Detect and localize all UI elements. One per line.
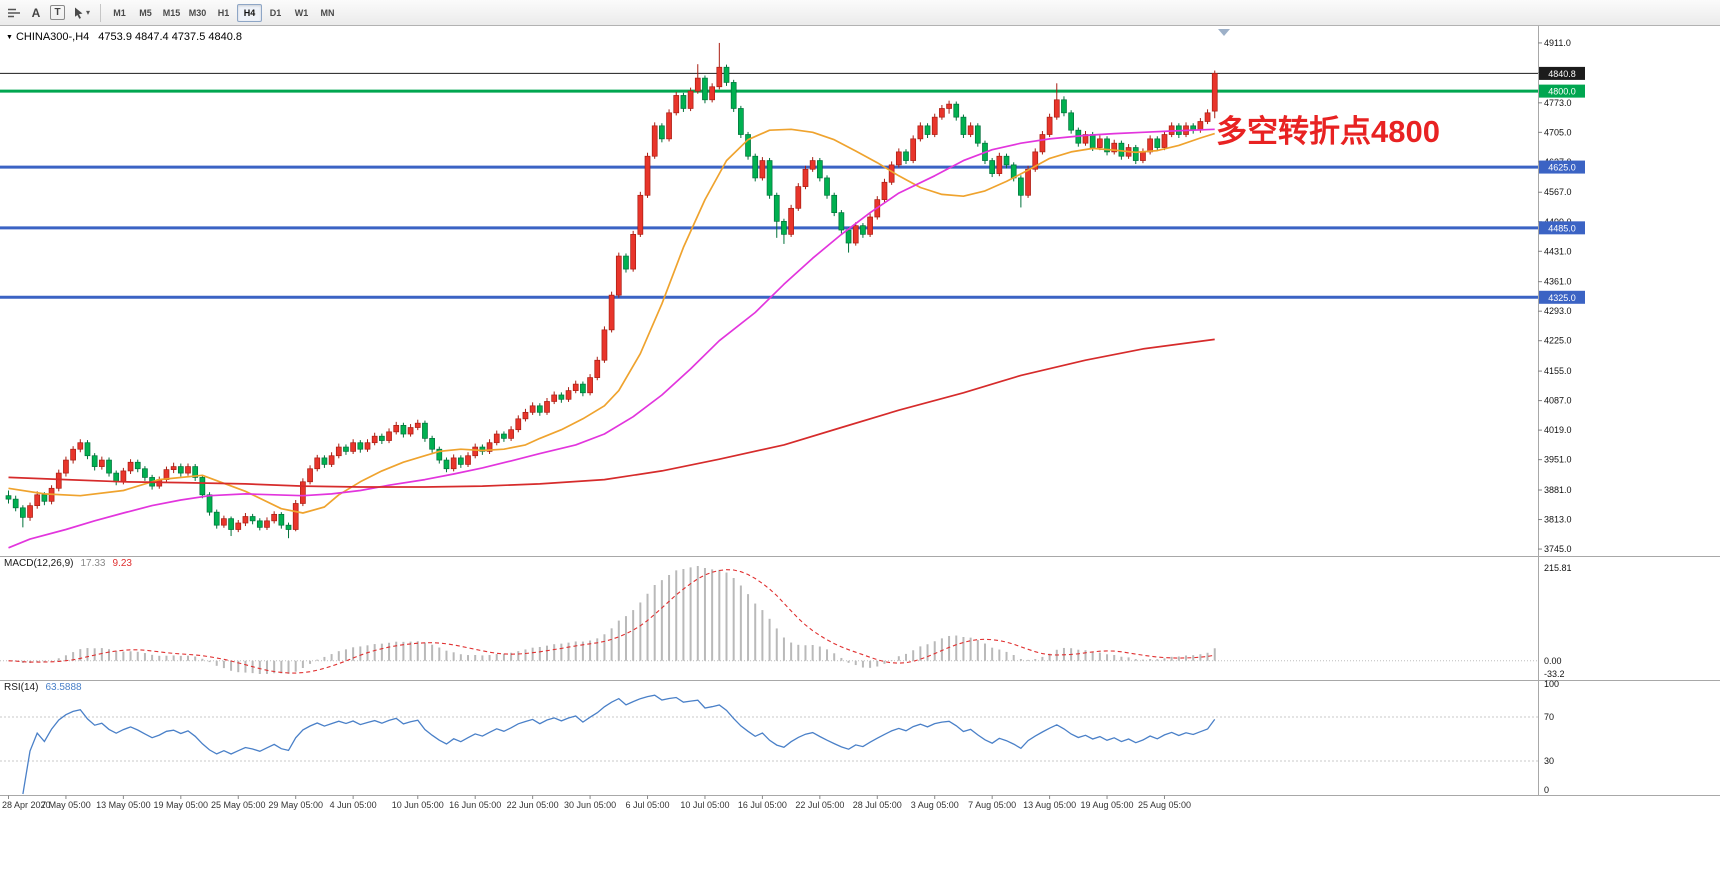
time-label: 10 Jun 05:00 bbox=[392, 800, 444, 810]
time-label: 10 Jul 05:00 bbox=[680, 800, 729, 810]
time-label: 25 May 05:00 bbox=[211, 800, 266, 810]
price-tick-label: 4361.0 bbox=[1544, 277, 1572, 287]
price-tag-4625: 4625.0 bbox=[1539, 160, 1585, 174]
macd-name: MACD(12,26,9) bbox=[4, 558, 74, 569]
svg-text:4800.0: 4800.0 bbox=[1548, 87, 1576, 97]
timeframe-buttons: M1 M5 M15 M30 H1 H4 D1 W1 MN bbox=[107, 3, 340, 22]
rsi-axis-label: 30 bbox=[1544, 756, 1554, 766]
macd-axis-label: 215.81 bbox=[1544, 563, 1572, 573]
time-label: 6 Jul 05:00 bbox=[625, 800, 669, 810]
macd-axis-label: -33.2 bbox=[1544, 669, 1565, 679]
market-watch-icon[interactable] bbox=[3, 3, 25, 23]
rsi-name: RSI(14) bbox=[4, 682, 39, 693]
chart-shift-marker bbox=[1218, 29, 1230, 36]
macd-value-main: 17.33 bbox=[80, 558, 106, 569]
time-label: 19 Aug 05:00 bbox=[1081, 800, 1134, 810]
tf-button-h1[interactable]: H1 bbox=[217, 7, 230, 18]
rsi-value: 63.5888 bbox=[45, 682, 82, 693]
symbol-ohlc: 4753.9 4847.4 4737.5 4840.8 bbox=[98, 31, 243, 43]
text-label-tool[interactable]: A bbox=[31, 5, 41, 20]
rsi-axis-label: 70 bbox=[1544, 712, 1554, 722]
time-label: 13 Aug 05:00 bbox=[1023, 800, 1076, 810]
time-label: 22 Jul 05:00 bbox=[795, 800, 844, 810]
price-tag-4325: 4325.0 bbox=[1539, 290, 1585, 304]
symbol-dropdown-icon[interactable]: ▼ bbox=[6, 34, 13, 41]
price-tick-label: 3745.0 bbox=[1544, 544, 1572, 554]
price-tick-label: 4225.0 bbox=[1544, 336, 1572, 346]
price-tag-4800: 4800.0 bbox=[1539, 84, 1585, 98]
tf-button-m30[interactable]: M30 bbox=[188, 7, 207, 18]
toolbar: A T ▾ M1 M5 M15 M30 H1 H4 D1 W1 MN bbox=[0, 0, 1720, 26]
rsi-axis-label: 0 bbox=[1544, 785, 1549, 795]
macd-axis-label: 0.00 bbox=[1544, 656, 1562, 666]
panel-borders bbox=[0, 26, 1720, 796]
time-label: 28 Jul 05:00 bbox=[853, 800, 902, 810]
price-tag-4485: 4485.0 bbox=[1539, 221, 1585, 235]
svg-text:4625.0: 4625.0 bbox=[1548, 163, 1576, 173]
price-tick-label: 4773.0 bbox=[1544, 98, 1572, 108]
price-tick-label: 4705.0 bbox=[1544, 127, 1572, 137]
time-label: 4 Jun 05:00 bbox=[330, 800, 377, 810]
time-label: 16 Jul 05:00 bbox=[738, 800, 787, 810]
price-tick-label: 4293.0 bbox=[1544, 306, 1572, 316]
time-label: 29 May 05:00 bbox=[268, 800, 323, 810]
price-tick-label: 3951.0 bbox=[1544, 455, 1572, 465]
symbol-info: ▼ CHINA300-,H4 4753.9 4847.4 4737.5 4840.8 bbox=[6, 31, 242, 43]
rsi-label: RSI(14) 63.5888 bbox=[4, 682, 89, 693]
price-tick-label: 4911.0 bbox=[1544, 38, 1571, 48]
time-label: 25 Aug 05:00 bbox=[1138, 800, 1191, 810]
time-label: 22 Jun 05:00 bbox=[507, 800, 559, 810]
macd-value-signal: 9.23 bbox=[112, 558, 132, 569]
time-label: 7 Aug 05:00 bbox=[968, 800, 1016, 810]
macd-panel: 215.81 0.00 -33.2 bbox=[0, 563, 1572, 679]
toolbar-separator bbox=[100, 3, 102, 22]
price-tick-label: 4431.0 bbox=[1544, 246, 1572, 256]
symbol-title: CHINA300-,H4 bbox=[15, 31, 90, 43]
tf-button-d1[interactable]: D1 bbox=[269, 7, 282, 18]
time-label: 19 May 05:00 bbox=[154, 800, 209, 810]
macd-label: MACD(12,26,9) 17.33 9.23 bbox=[4, 558, 139, 569]
tf-button-m5[interactable]: M5 bbox=[139, 7, 152, 18]
price-tick-label: 3813.0 bbox=[1544, 515, 1572, 525]
price-tick-label: 4087.0 bbox=[1544, 396, 1572, 406]
time-label: 16 Jun 05:00 bbox=[449, 800, 501, 810]
text-box-tool[interactable]: T bbox=[50, 5, 65, 20]
svg-text:4325.0: 4325.0 bbox=[1548, 293, 1576, 303]
time-label: 30 Jun 05:00 bbox=[564, 800, 616, 810]
moving-averages-layer bbox=[8, 128, 1215, 549]
rsi-axis-label: 100 bbox=[1544, 679, 1559, 689]
time-label: 3 Aug 05:00 bbox=[911, 800, 959, 810]
time-label: 13 May 05:00 bbox=[96, 800, 151, 810]
tf-button-m1[interactable]: M1 bbox=[113, 7, 126, 18]
rsi-line bbox=[22, 694, 1216, 795]
price-tick-label: 4155.0 bbox=[1544, 366, 1572, 376]
price-axis: 4911.04843.04773.04705.04637.04567.04499… bbox=[1538, 38, 1585, 554]
price-tag-bid: 4840.8 bbox=[1539, 66, 1585, 80]
tf-button-m15[interactable]: M15 bbox=[162, 7, 181, 18]
ma-slow-line bbox=[8, 338, 1215, 488]
ma-mid-line bbox=[8, 128, 1215, 549]
time-label: 28 Apr 2020 bbox=[2, 800, 51, 810]
svg-text:4840.8: 4840.8 bbox=[1548, 69, 1576, 79]
price-tick-label: 4019.0 bbox=[1544, 425, 1572, 435]
tf-button-w1[interactable]: W1 bbox=[294, 7, 309, 18]
svg-text:4485.0: 4485.0 bbox=[1548, 223, 1576, 233]
cursor-icon bbox=[75, 7, 83, 19]
time-label: 7 May 05:00 bbox=[41, 800, 91, 810]
annotation-text[interactable]: 多空转折点4800 bbox=[1216, 114, 1440, 149]
tf-button-h4[interactable]: H4 bbox=[237, 3, 263, 22]
price-tick-label: 3881.0 bbox=[1544, 485, 1572, 495]
rsi-panel: 100 70 30 0 bbox=[0, 679, 1559, 795]
macd-signal-line bbox=[8, 569, 1215, 674]
ma-fast-line bbox=[8, 128, 1215, 514]
chevron-down-icon: ▾ bbox=[86, 8, 91, 17]
cursor-tool[interactable]: ▾ bbox=[69, 3, 94, 23]
candles-layer bbox=[5, 42, 1218, 539]
tf-button-mn[interactable]: MN bbox=[320, 7, 335, 18]
price-tick-label: 4567.0 bbox=[1544, 187, 1572, 197]
